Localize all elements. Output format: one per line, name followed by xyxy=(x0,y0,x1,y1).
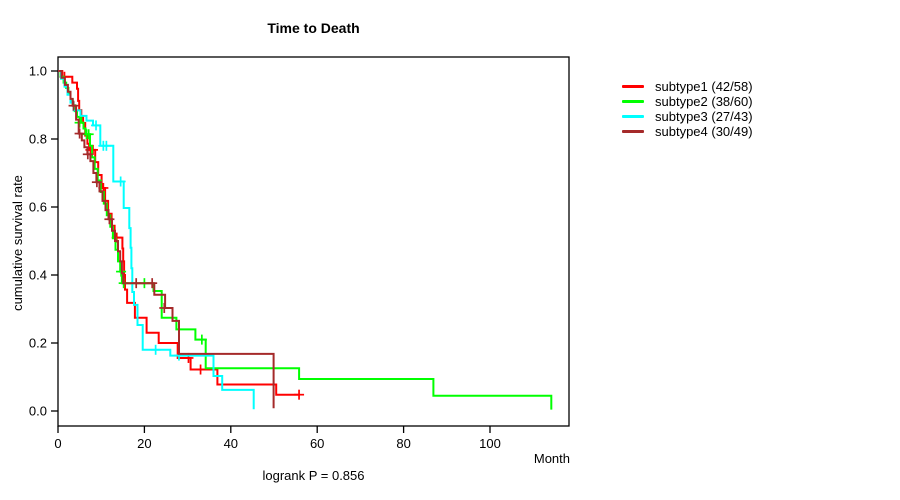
y-axis-tick-label: 0.0 xyxy=(29,404,47,419)
x-axis-tick-label: 100 xyxy=(479,436,501,451)
survival-curve-3 xyxy=(58,70,255,410)
y-axis-tick-label: 1.0 xyxy=(29,64,47,79)
survival-curve-2 xyxy=(58,70,553,410)
legend: subtype1 (42/58) subtype2 (38/60) subtyp… xyxy=(622,79,753,139)
legend-item: subtype1 (42/58) xyxy=(622,79,753,94)
y-axis-title: cumulative survival rate xyxy=(10,175,25,311)
x-axis-tick-label: 0 xyxy=(54,436,61,451)
y-axis-tick-label: 0.6 xyxy=(29,200,47,215)
x-axis-tick-label: 80 xyxy=(396,436,410,451)
x-axis-tick-label: 60 xyxy=(310,436,324,451)
legend-item: subtype3 (27/43) xyxy=(622,109,753,124)
legend-label: subtype1 (42/58) xyxy=(655,79,753,94)
y-axis-tick-label: 0.8 xyxy=(29,132,47,147)
x-axis-tick-label: 40 xyxy=(224,436,238,451)
y-axis-tick-label: 0.2 xyxy=(29,336,47,351)
survival-curve-4 xyxy=(58,70,275,409)
legend-label: subtype4 (30/49) xyxy=(655,124,753,139)
x-axis-tick-label: 20 xyxy=(137,436,151,451)
survival-curve-1 xyxy=(58,70,300,396)
y-axis-tick-label: 0.4 xyxy=(29,268,47,283)
legend-line-swatch xyxy=(622,85,644,88)
legend-label: subtype3 (27/43) xyxy=(655,109,753,124)
legend-label: subtype2 (38/60) xyxy=(655,94,753,109)
legend-line-swatch xyxy=(622,100,644,103)
legend-item: subtype2 (38/60) xyxy=(622,94,753,109)
plot-frame xyxy=(57,56,570,427)
legend-item: subtype4 (30/49) xyxy=(622,124,753,139)
legend-line-swatch xyxy=(622,115,644,118)
chart-title: Time to Death xyxy=(267,20,360,36)
logrank-annotation: logrank P = 0.856 xyxy=(262,468,365,483)
legend-line-swatch xyxy=(622,130,644,133)
x-axis-title: Month xyxy=(533,451,570,466)
